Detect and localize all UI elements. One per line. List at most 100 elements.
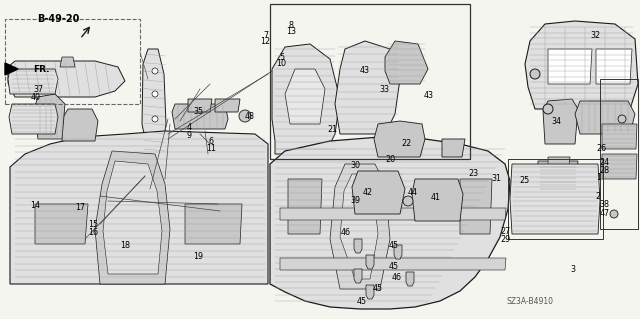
Bar (5, 19, 140, 104)
Polygon shape (460, 179, 492, 234)
Text: 39: 39 (350, 197, 360, 205)
Polygon shape (8, 61, 125, 97)
Polygon shape (538, 161, 578, 191)
Polygon shape (575, 101, 635, 134)
Bar (270, 4, 470, 159)
Polygon shape (442, 139, 465, 157)
Text: 28: 28 (600, 166, 610, 175)
Circle shape (152, 116, 158, 122)
Polygon shape (525, 21, 638, 109)
Text: 16: 16 (88, 228, 98, 237)
Text: 44: 44 (408, 189, 418, 197)
Circle shape (152, 91, 158, 97)
Polygon shape (34, 94, 65, 139)
Text: 23: 23 (468, 169, 479, 178)
Polygon shape (142, 49, 166, 154)
Text: 45: 45 (372, 284, 383, 293)
Polygon shape (354, 269, 362, 283)
Circle shape (543, 104, 553, 114)
Polygon shape (366, 255, 374, 269)
Text: 18: 18 (120, 241, 130, 250)
Polygon shape (8, 69, 58, 94)
Polygon shape (335, 41, 400, 134)
Text: 45: 45 (388, 241, 399, 250)
Text: FR.: FR. (33, 64, 49, 73)
Text: 20: 20 (385, 155, 396, 164)
Text: 15: 15 (88, 220, 98, 229)
Text: 11: 11 (206, 144, 216, 153)
Polygon shape (172, 104, 228, 129)
Text: 40: 40 (30, 93, 40, 102)
Polygon shape (602, 124, 637, 149)
Text: 19: 19 (193, 252, 204, 261)
Polygon shape (548, 157, 570, 174)
Polygon shape (602, 154, 637, 179)
Polygon shape (9, 104, 58, 134)
Text: 30: 30 (350, 161, 360, 170)
Polygon shape (543, 99, 578, 144)
Text: 43: 43 (360, 66, 370, 75)
Polygon shape (272, 44, 340, 154)
Polygon shape (412, 179, 463, 221)
Polygon shape (5, 63, 18, 75)
Polygon shape (340, 174, 378, 279)
Text: 8: 8 (289, 21, 294, 30)
Text: 37: 37 (33, 85, 44, 94)
Polygon shape (215, 99, 240, 112)
Circle shape (610, 210, 618, 218)
Bar (600, 79, 638, 229)
Text: 29: 29 (500, 235, 511, 244)
Text: 47: 47 (600, 209, 610, 218)
Text: 27: 27 (500, 227, 511, 236)
Text: 5: 5 (279, 53, 284, 62)
Polygon shape (548, 49, 592, 84)
Text: 3: 3 (570, 265, 575, 274)
Text: 32: 32 (590, 31, 600, 40)
Text: 46: 46 (340, 228, 351, 237)
Text: 14: 14 (30, 201, 40, 210)
Circle shape (152, 68, 158, 74)
Circle shape (239, 110, 251, 122)
Polygon shape (35, 204, 88, 244)
Text: 6: 6 (209, 137, 214, 146)
Polygon shape (285, 69, 325, 124)
Circle shape (530, 69, 540, 79)
Text: 35: 35 (193, 107, 204, 116)
Text: 41: 41 (430, 193, 440, 202)
Polygon shape (530, 167, 542, 183)
Polygon shape (352, 171, 405, 214)
Text: 46: 46 (392, 273, 402, 282)
Text: SZ3A-B4910: SZ3A-B4910 (506, 296, 554, 306)
Polygon shape (288, 179, 322, 234)
Text: 13: 13 (286, 27, 296, 36)
Text: 45: 45 (388, 262, 399, 271)
Polygon shape (394, 245, 402, 259)
Polygon shape (510, 164, 600, 234)
Text: 43: 43 (424, 91, 434, 100)
Polygon shape (185, 204, 242, 244)
Polygon shape (270, 137, 510, 309)
Text: 7: 7 (263, 31, 268, 40)
Polygon shape (406, 272, 414, 286)
Polygon shape (10, 131, 268, 284)
Polygon shape (354, 239, 362, 253)
Text: B-49-20: B-49-20 (37, 14, 79, 24)
Text: 45: 45 (356, 297, 367, 306)
Text: 22: 22 (401, 139, 412, 148)
Text: 33: 33 (379, 85, 389, 94)
Text: 25: 25 (520, 176, 530, 185)
Text: 4: 4 (186, 123, 191, 132)
Text: 2: 2 (596, 192, 601, 201)
Circle shape (403, 196, 413, 206)
Text: 10: 10 (276, 59, 287, 68)
Text: 48: 48 (244, 112, 255, 121)
Text: 34: 34 (552, 117, 562, 126)
Polygon shape (62, 109, 98, 141)
Polygon shape (188, 99, 212, 112)
Text: 24: 24 (600, 158, 610, 167)
Polygon shape (95, 151, 170, 284)
Text: 38: 38 (600, 200, 610, 209)
Polygon shape (330, 164, 390, 289)
Polygon shape (280, 258, 506, 270)
Text: 31: 31 (491, 174, 501, 183)
